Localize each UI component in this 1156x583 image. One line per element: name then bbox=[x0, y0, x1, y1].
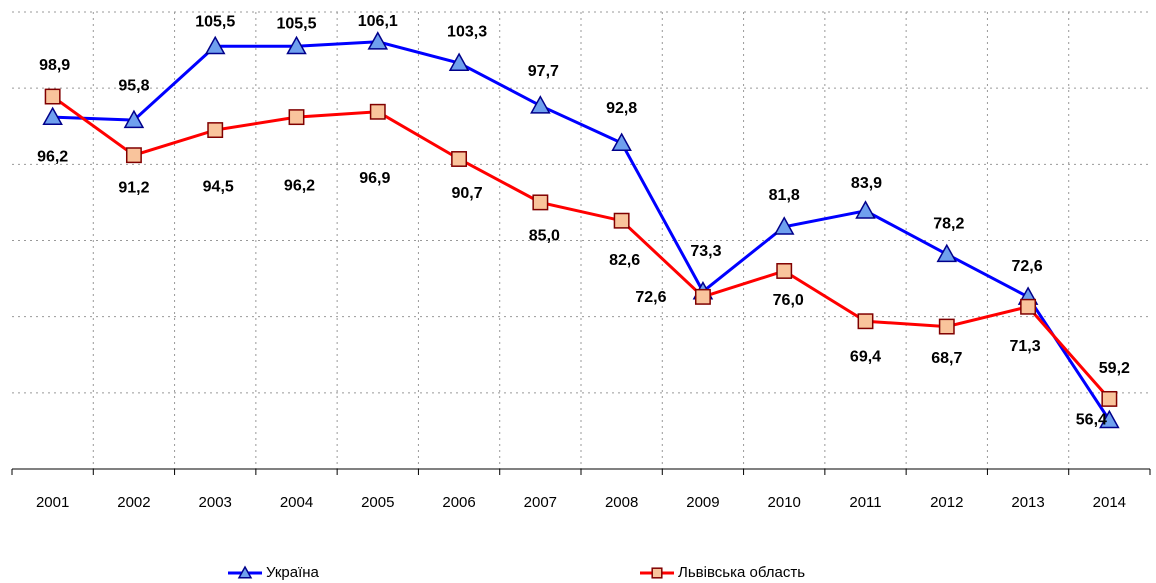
x-tick-label: 2008 bbox=[605, 494, 638, 511]
data-label: 96,2 bbox=[37, 148, 68, 165]
data-label: 85,0 bbox=[529, 228, 560, 245]
marker bbox=[776, 263, 793, 279]
marker bbox=[123, 109, 145, 129]
marker bbox=[530, 95, 551, 114]
data-label: 83,9 bbox=[851, 175, 882, 192]
data-label: 103,3 bbox=[447, 23, 487, 40]
x-tick-label: 2007 bbox=[524, 494, 557, 511]
data-label: 96,9 bbox=[359, 170, 390, 187]
data-label: 78,2 bbox=[933, 215, 964, 232]
marker bbox=[938, 318, 955, 335]
legend-label: Україна bbox=[266, 564, 320, 581]
marker bbox=[1020, 298, 1037, 315]
marker bbox=[451, 151, 468, 167]
marker bbox=[369, 103, 386, 120]
x-tick-label: 2002 bbox=[117, 494, 150, 511]
marker bbox=[857, 313, 874, 330]
marker bbox=[613, 212, 630, 229]
x-tick-label: 2013 bbox=[1011, 494, 1044, 511]
data-label: 72,6 bbox=[1012, 258, 1043, 275]
data-label: 82,6 bbox=[609, 252, 640, 269]
marker bbox=[288, 109, 305, 126]
legend-label: Львівська область bbox=[678, 564, 805, 581]
data-label: 71,3 bbox=[1010, 338, 1041, 355]
marker bbox=[448, 52, 470, 71]
marker bbox=[1101, 390, 1118, 407]
data-label: 95,8 bbox=[118, 77, 149, 94]
data-label: 90,7 bbox=[452, 185, 483, 202]
data-label: 69,4 bbox=[850, 348, 881, 365]
x-tick-label: 2011 bbox=[849, 494, 881, 511]
data-label: 73,3 bbox=[690, 243, 721, 260]
x-tick-label: 2014 bbox=[1093, 494, 1126, 511]
x-tick-label: 2009 bbox=[686, 494, 719, 511]
marker bbox=[694, 288, 711, 305]
data-label: 91,2 bbox=[118, 179, 149, 196]
data-label: 98,9 bbox=[39, 57, 70, 74]
x-tick-label: 2005 bbox=[361, 494, 394, 511]
marker bbox=[936, 243, 958, 263]
marker bbox=[42, 106, 63, 126]
data-label: 92,8 bbox=[606, 100, 637, 117]
x-tick-label: 2004 bbox=[280, 494, 313, 511]
marker bbox=[855, 200, 876, 219]
x-tick-label: 2010 bbox=[768, 494, 801, 511]
x-tick-label: 2012 bbox=[930, 494, 963, 511]
marker bbox=[1099, 409, 1120, 429]
marker bbox=[125, 147, 142, 164]
data-label: 68,7 bbox=[931, 350, 962, 367]
marker bbox=[651, 567, 663, 579]
data-label: 105,5 bbox=[195, 13, 235, 30]
data-label: 106,1 bbox=[358, 13, 398, 30]
data-label: 96,2 bbox=[284, 177, 315, 194]
marker bbox=[367, 31, 389, 50]
marker bbox=[207, 122, 224, 139]
data-label: 105,5 bbox=[276, 15, 316, 32]
x-tick-label: 2001 bbox=[36, 494, 69, 511]
data-label: 76,0 bbox=[773, 292, 804, 309]
marker bbox=[286, 35, 307, 55]
data-label: 81,8 bbox=[769, 187, 800, 204]
data-label: 56,4 bbox=[1076, 411, 1107, 428]
marker bbox=[773, 216, 795, 235]
marker bbox=[204, 35, 226, 55]
marker bbox=[44, 88, 61, 105]
marker bbox=[532, 194, 549, 211]
series-line bbox=[52, 40, 1111, 422]
x-tick-label: 2006 bbox=[442, 494, 475, 511]
data-label: 72,6 bbox=[635, 289, 666, 306]
data-label: 97,7 bbox=[528, 63, 559, 80]
x-tick-label: 2003 bbox=[199, 494, 232, 511]
data-label: 59,2 bbox=[1099, 360, 1130, 377]
data-label: 94,5 bbox=[203, 178, 234, 195]
marker bbox=[237, 565, 253, 579]
marker bbox=[611, 132, 632, 151]
series-line bbox=[51, 95, 1111, 400]
